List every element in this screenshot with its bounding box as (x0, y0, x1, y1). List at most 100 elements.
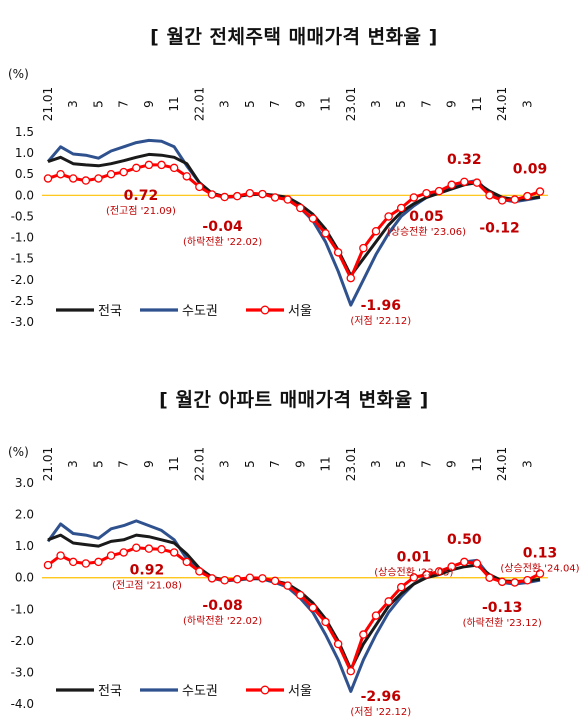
chart1-seoul-point (119, 167, 128, 177)
chart2-seoul-point (346, 666, 356, 676)
chart1-legend-label: 전국 (98, 304, 122, 319)
chart2-seoul-point (68, 557, 78, 567)
chart2-x-tick-label: 5 (394, 460, 408, 468)
chart1-seoul-point (321, 229, 330, 238)
chart1-x-tick-label: 3 (218, 100, 232, 108)
chart1-annotation-note: (하락전환 '22.02) (183, 235, 262, 248)
chart2-legend-label: 수도권 (182, 684, 218, 699)
chart1-annotation-value: -0.12 (479, 220, 519, 236)
chart2-seoul-point (182, 557, 192, 567)
chart2-annotation-value: -2.96 (361, 689, 401, 705)
chart1-x-tick-label: 3 (520, 100, 534, 108)
chart2-x-tick-label: 11 (470, 456, 484, 471)
chart1-title: [ 월간 전체주택 매매가격 변화율 ] (150, 26, 438, 48)
chart1-seoul-point (68, 174, 78, 183)
chart2-seoul-point (396, 582, 406, 592)
chart1-seoul-point (144, 160, 154, 170)
chart1-series-서울 (47, 163, 541, 280)
chart2-annotation-value: 0.50 (447, 532, 482, 548)
chart2-x-tick-label: 11 (319, 456, 333, 471)
chart2-annotation-note: (하락전환 '22.02) (183, 614, 262, 627)
chart1-seoul-point (106, 169, 116, 179)
chart2-x-tick-label: 3 (520, 460, 534, 468)
chart1-seoul-point (283, 195, 292, 204)
chart1-annotation-value: 0.05 (409, 209, 444, 225)
chart1-x-tick-label: 11 (167, 96, 181, 111)
chart2-y-tick-label: 0.0 (15, 571, 34, 585)
chart1-annotation-note: (상승전환 '23.06) (387, 226, 466, 238)
chart2-x-tick-label: 22.01 (192, 447, 206, 481)
chart2-annotation-value: 0.01 (397, 549, 432, 565)
chart1-x-tick-label: 9 (293, 100, 307, 108)
chart2-seoul-point (43, 560, 53, 570)
chart1-seoul-point (523, 191, 532, 201)
chart1-x-tick-label: 5 (243, 100, 257, 108)
chart1-x-tick-label: 9 (445, 100, 459, 108)
chart1-seoul-point (308, 214, 318, 223)
chart2-title: [ 월간 아파트 매매가격 변화율 ] (159, 389, 429, 411)
chart1-seoul-point (195, 182, 204, 192)
chart2-seoul-point (258, 574, 267, 583)
chart2-x-tick-label: 3 (218, 460, 232, 468)
chart1-seoul-point (396, 203, 406, 213)
chart2-seoul-point (220, 575, 229, 585)
chart2-seoul-point (497, 577, 507, 587)
chart2-seoul-point (485, 573, 494, 582)
chart1-x-tick-label: 5 (91, 100, 105, 108)
chart1-seoul-point (535, 187, 545, 196)
chart1-seoul-point (169, 163, 179, 173)
chart1-seoul-point (447, 180, 456, 190)
chart2-y-tick-label: -3.0 (11, 665, 34, 679)
chart1-annotation-value: 0.09 (513, 162, 548, 178)
chart2-seoul-point (144, 544, 154, 553)
chart2-x-tick-label: 5 (91, 460, 105, 468)
chart1-x-tick-label: 3 (369, 100, 383, 108)
chart1-seoul-point (157, 160, 166, 170)
chart2-seoul-point (472, 559, 482, 568)
chart2-seoul-point (384, 597, 393, 606)
chart1-series-전국 (47, 152, 541, 278)
chart2-seoul-point (106, 551, 116, 560)
chart2-annotation-value: -0.08 (202, 598, 242, 614)
chart2-y-tick-label: -2.0 (11, 634, 34, 648)
chart1-seoul-point (346, 273, 356, 283)
chart2-seoul-point (308, 603, 318, 612)
chart1-seoul-point (220, 192, 229, 202)
chart1-seoul-point (81, 176, 91, 185)
chart2-x-tick-label: 9 (142, 460, 156, 468)
chart1-seoul-point (472, 178, 482, 187)
chart2-seoul-point (359, 630, 368, 639)
chart1-seoul-point (43, 174, 53, 183)
chart1-seoul-point (485, 191, 494, 200)
chart2-legend-label: 서울 (288, 684, 312, 699)
chart1-seoul-point (333, 248, 343, 257)
chart2-seoul-point (232, 575, 242, 584)
chart2-seoul-point (321, 617, 330, 627)
chart1-annotation-value: 0.32 (447, 152, 482, 168)
chart1-seoul-point (258, 189, 267, 199)
chart2-seoul-point (245, 573, 255, 582)
chart1-seoul-point (132, 163, 141, 173)
chart2-y-tick-label: -4.0 (11, 697, 34, 711)
chart2-seoul-point (56, 551, 65, 560)
chart2-seoul-point (460, 557, 469, 567)
chart2-seoul-point (409, 573, 419, 582)
chart2-seoul-point (94, 557, 103, 567)
chart2-annotation-note: (상승전환 '23.05) (374, 566, 453, 578)
chart1-annotation-value: -0.04 (202, 219, 243, 235)
chart1-y-tick-label: -1.5 (11, 252, 34, 266)
chart2-seoul-point (447, 562, 456, 571)
chart2-y-tick-label: 3.0 (15, 476, 34, 490)
chart1-y-tick-label: -2.5 (11, 294, 34, 308)
chart2-seoul-point (207, 574, 217, 583)
chart1-annotation-value: 0.72 (124, 188, 159, 204)
chart2-x-tick-label: 7 (419, 460, 433, 468)
chart2-annotation-note: (하락전환 '23.12) (463, 616, 542, 629)
chart2-x-tick-label: 23.01 (344, 447, 358, 481)
chart1-y-tick-label: -3.0 (11, 315, 34, 329)
chart2-y-tick-label: -1.0 (11, 602, 34, 616)
chart1-x-tick-label: 9 (142, 100, 156, 108)
chart2-unit-label: (%) (8, 445, 29, 459)
chart2-x-tick-label: 3 (369, 460, 383, 468)
chart2-seoul-point (169, 548, 179, 557)
